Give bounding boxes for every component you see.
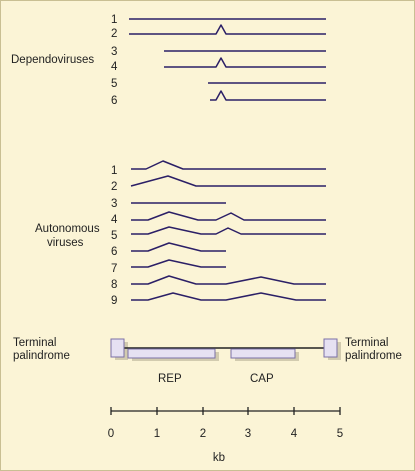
cap-label: CAP (250, 373, 274, 385)
auto-transcript-1 (131, 160, 326, 170)
auto-row-number: 7 (111, 263, 117, 275)
auto-row-number: 6 (111, 246, 117, 258)
axis-tick-label: 5 (337, 428, 343, 440)
autonomous-label-line1: Autonomous (35, 223, 100, 235)
axis-tick-label: 3 (245, 428, 251, 440)
auto-transcript-2 (130, 175, 326, 187)
rep-box (127, 348, 216, 359)
auto-row-number: 8 (111, 279, 117, 291)
right-terminal-label-line2: palindrome (345, 350, 402, 362)
axis-tick-label: 1 (154, 428, 160, 440)
dependo-transcript-2 (129, 24, 326, 35)
axis-tick-label: 2 (200, 428, 206, 440)
autonomous-label-line2: viruses (47, 237, 84, 249)
right-palindrome-box (323, 338, 338, 358)
axis-tick-label: 0 (108, 428, 114, 440)
auto-transcript-4 (131, 211, 326, 221)
rep-label: REP (158, 373, 182, 385)
axis-unit-label: kb (213, 452, 225, 464)
auto-row-number: 5 (111, 230, 117, 242)
cap-box (230, 348, 296, 359)
auto-transcript-5 (131, 226, 326, 235)
auto-row-number: 9 (111, 295, 117, 307)
auto-transcript-8 (131, 275, 326, 285)
auto-transcript-9 (131, 292, 326, 301)
dependo-row-number: 5 (111, 78, 117, 90)
dependo-row-number: 1 (111, 14, 117, 26)
dependo-row-number: 4 (111, 61, 118, 73)
dependoviruses-label: Dependoviruses (11, 54, 94, 66)
auto-row-number: 1 (111, 165, 117, 177)
auto-transcript-7 (131, 259, 226, 268)
right-terminal-label-line1: Terminal (345, 337, 388, 349)
auto-row-number: 2 (111, 181, 117, 193)
auto-transcript-6 (131, 242, 226, 252)
dependo-transcript-6 (210, 90, 326, 101)
left-palindrome-box (110, 338, 125, 358)
auto-row-number: 3 (111, 198, 117, 210)
dependo-row-number: 2 (111, 28, 117, 40)
axis-tick-label: 4 (291, 428, 298, 440)
dependo-transcript-4 (164, 57, 326, 68)
left-terminal-label-line1: Terminal (13, 337, 56, 349)
left-terminal-label-line2: palindrome (13, 350, 70, 362)
dependo-row-number: 6 (111, 95, 117, 107)
dependo-row-number: 3 (111, 46, 117, 58)
auto-row-number: 4 (111, 214, 118, 226)
